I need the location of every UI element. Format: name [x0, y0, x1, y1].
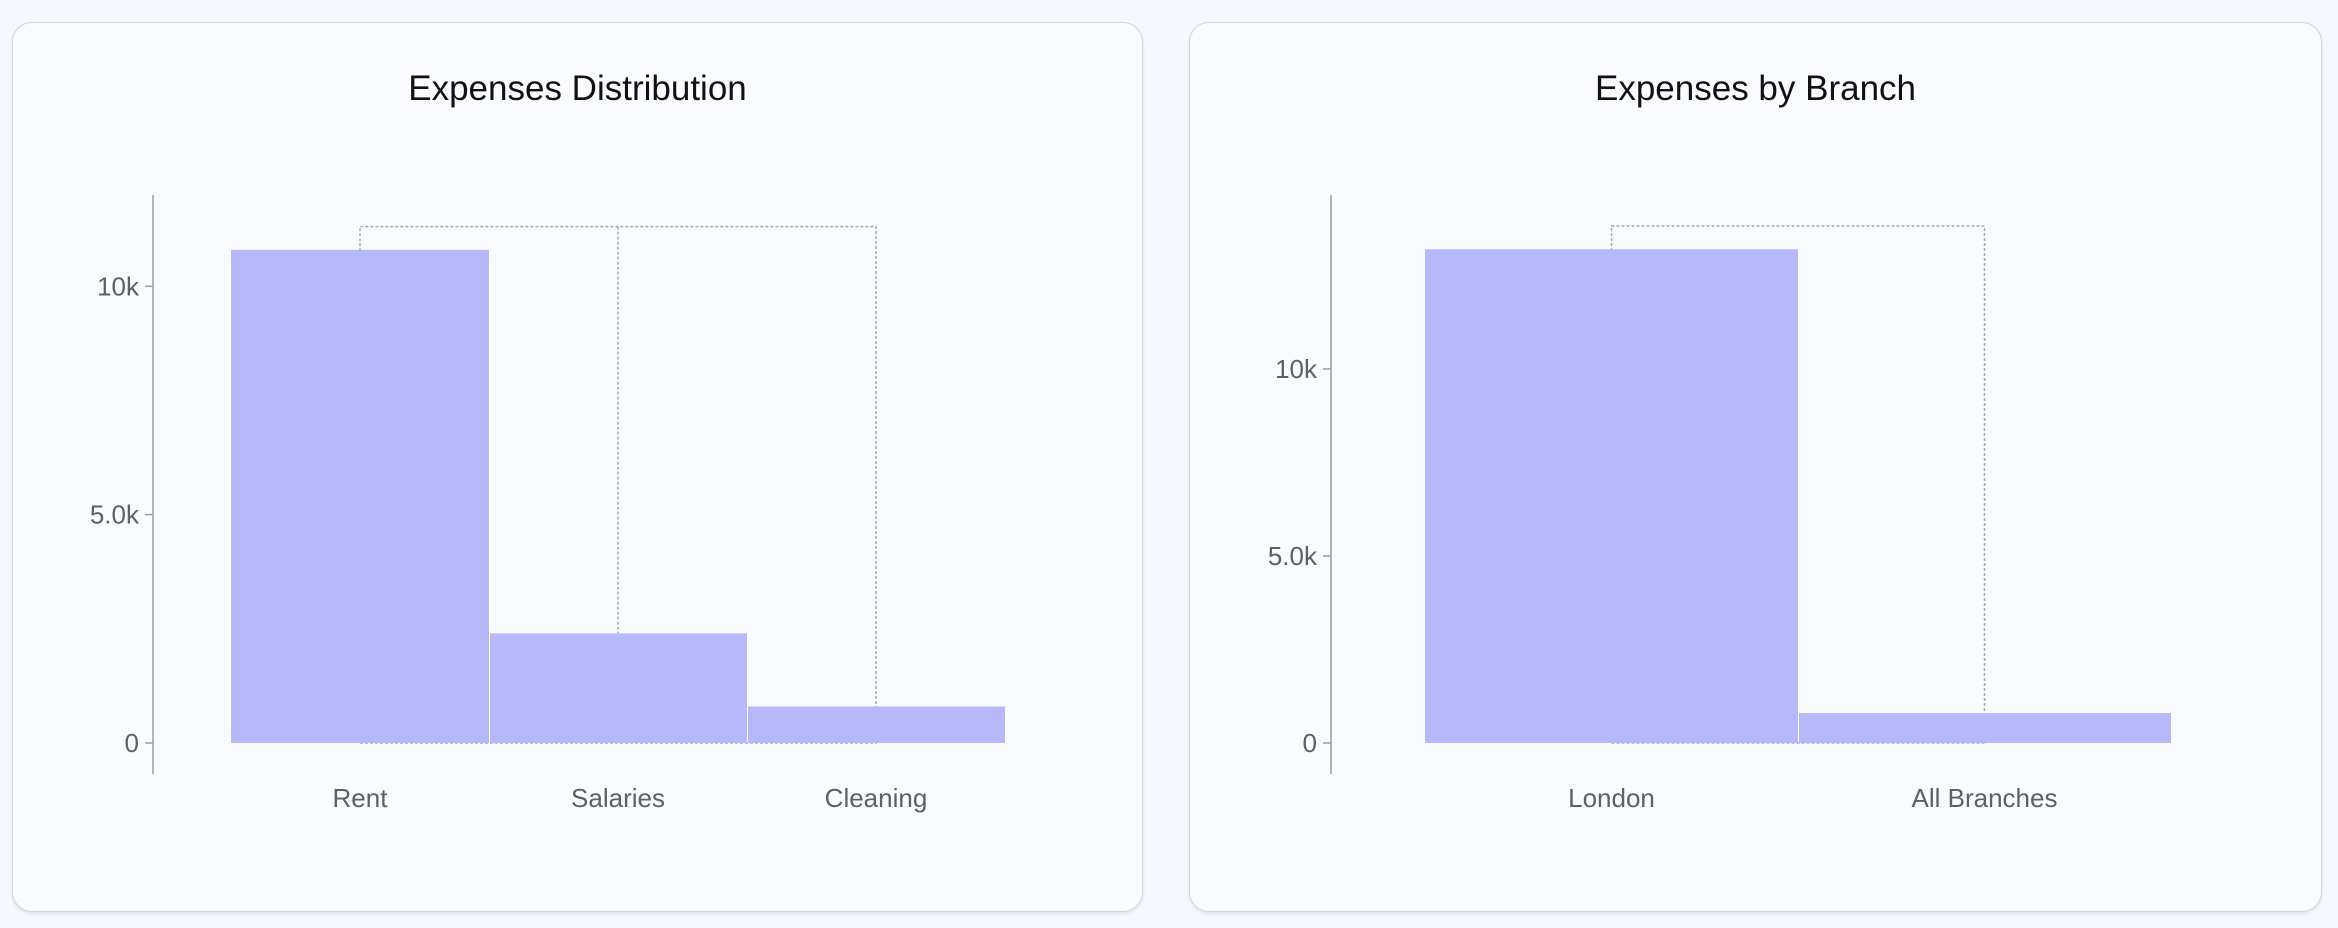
- y-tick-label: 5.0k: [1268, 541, 1318, 571]
- bar-london: [1425, 249, 1798, 744]
- bar-cleaning: [748, 706, 1005, 743]
- bar-rent: [231, 249, 489, 744]
- expenses-by-branch-chart: 0 5.0k 10k London All Branches: [1268, 195, 2171, 813]
- x-tick-label: Salaries: [571, 783, 665, 813]
- x-tick-label: London: [1568, 783, 1655, 813]
- expenses-by-branch-card: Expenses by Branch 0 5.0k 10k London All Bra…: [1189, 22, 2322, 912]
- y-tick-label: 0: [125, 728, 139, 758]
- chart-title: Expenses by Branch: [1594, 69, 1916, 108]
- x-tick-label: Cleaning: [825, 783, 928, 813]
- bar-salaries: [490, 633, 747, 743]
- y-tick-label: 10k: [97, 271, 140, 301]
- x-tick-label: All Branches: [1912, 783, 2058, 813]
- bar-all-branches: [1799, 713, 2171, 743]
- expenses-distribution-chart: 0 5.0k 10k Rent Salaries Cleaning: [90, 195, 1005, 813]
- chart-title: Expenses Distribution: [408, 69, 747, 108]
- y-tick-label: 0: [1303, 728, 1317, 758]
- y-tick-label: 5.0k: [90, 500, 140, 530]
- y-tick-label: 10k: [1275, 354, 1318, 384]
- x-tick-label: Rent: [333, 783, 389, 813]
- expenses-distribution-card: Expenses Distribution 0 5.0k 10k Rent Salari…: [12, 22, 1143, 912]
